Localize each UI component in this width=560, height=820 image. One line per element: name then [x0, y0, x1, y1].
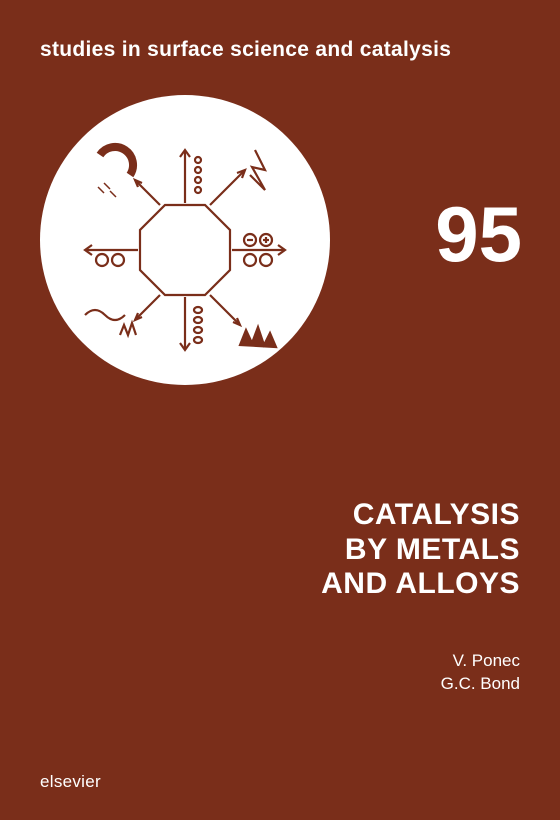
- authors: V. Ponec G.C. Bond: [441, 650, 520, 696]
- author-2: G.C. Bond: [441, 673, 520, 696]
- title-line-1: CATALYSIS: [321, 498, 520, 533]
- title-line-2: BY METALS: [321, 533, 520, 568]
- volume-number: 95: [435, 195, 522, 273]
- author-1: V. Ponec: [441, 650, 520, 673]
- series-title: studies in surface science and catalysis: [40, 38, 451, 62]
- title-line-3: AND ALLOYS: [321, 567, 520, 602]
- catalysis-diagram-icon: [40, 95, 330, 385]
- book-title: CATALYSIS BY METALS AND ALLOYS: [321, 498, 520, 602]
- diagram-circle: [40, 95, 330, 385]
- publisher: elsevier: [40, 772, 101, 792]
